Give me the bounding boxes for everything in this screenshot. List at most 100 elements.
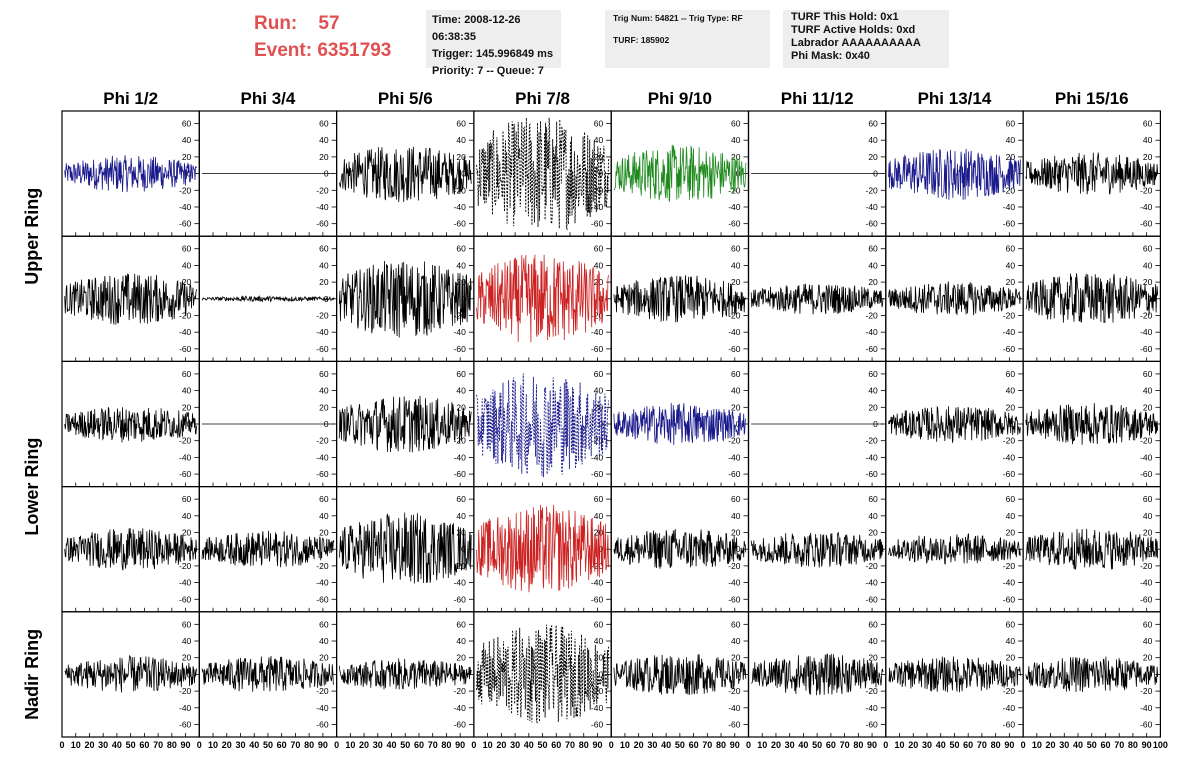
x-tick-label: 0 — [609, 740, 614, 750]
waveform-trace — [1025, 403, 1159, 445]
y-tick-label: -60 — [316, 344, 329, 354]
x-tick-label: 70 — [702, 740, 712, 750]
y-tick-label: -20 — [866, 436, 879, 446]
y-tick-label: -20 — [1140, 436, 1153, 446]
y-tick-label: 60 — [456, 494, 466, 504]
x-tick-label: 40 — [661, 740, 671, 750]
x-tick-label: 50 — [812, 740, 822, 750]
y-tick-label: -40 — [179, 202, 192, 212]
y-tick-label: 20 — [1143, 653, 1153, 663]
y-tick-label: -60 — [1140, 469, 1153, 479]
y-tick-label: -40 — [591, 327, 604, 337]
y-tick-label: 0 — [1010, 419, 1015, 429]
y-tick-label: 60 — [594, 119, 604, 129]
waveform-trace — [750, 283, 884, 315]
x-tick-label: 20 — [908, 740, 918, 750]
waveform-trace — [1025, 273, 1159, 324]
y-tick-label: -20 — [1003, 310, 1016, 320]
waveform-trace — [750, 531, 884, 568]
y-tick-label: -20 — [728, 436, 741, 446]
y-tick-label: -60 — [454, 469, 467, 479]
y-tick-label: 40 — [731, 260, 741, 270]
x-tick-label: 10 — [757, 740, 767, 750]
y-tick-label: -40 — [1140, 452, 1153, 462]
y-tick-label: 60 — [319, 119, 329, 129]
panel-frame — [61, 486, 200, 613]
labrador-line: Labrador AAAAAAAAAA — [791, 37, 921, 49]
y-tick-label: 20 — [456, 152, 466, 162]
y-tick-label: 40 — [1143, 135, 1153, 145]
trigger-line: Trigger: 145.996849 ms — [432, 48, 554, 60]
column-header: Phi 3/4 — [241, 89, 296, 108]
run-row: Run: 57 — [254, 10, 391, 37]
x-tick-label: 10 — [345, 740, 355, 750]
y-tick-label: -20 — [179, 686, 192, 696]
y-tick-label: 40 — [182, 386, 192, 396]
time-info-box: Time: 2008-12-26 06:38:35 Trigger: 145.9… — [426, 10, 561, 77]
y-tick-label: -60 — [179, 469, 192, 479]
y-tick-label: -60 — [591, 469, 604, 479]
x-tick-label: 0 — [471, 740, 476, 750]
x-tick-label: 20 — [1046, 740, 1056, 750]
x-tick-label: 30 — [98, 740, 108, 750]
y-tick-label: -40 — [179, 327, 192, 337]
y-tick-label: 60 — [868, 494, 878, 504]
y-tick-label: 40 — [868, 135, 878, 145]
y-tick-label: -60 — [591, 594, 604, 604]
y-tick-label: 40 — [1143, 260, 1153, 270]
x-tick-label: 0 — [883, 740, 888, 750]
y-tick-label: 40 — [594, 260, 604, 270]
y-tick-label: -60 — [1003, 344, 1016, 354]
y-tick-label: -40 — [454, 202, 467, 212]
y-tick-label: -20 — [1140, 686, 1153, 696]
y-tick-label: 20 — [1143, 277, 1153, 287]
y-tick-label: 0 — [598, 419, 603, 429]
x-tick-label: 80 — [441, 740, 451, 750]
waveform-trace — [888, 656, 1021, 693]
y-tick-label: 60 — [868, 369, 878, 379]
y-tick-label: 40 — [1143, 636, 1153, 646]
x-tick-label: 80 — [853, 740, 863, 750]
y-tick-label: 20 — [456, 528, 466, 538]
y-tick-label: 20 — [868, 528, 878, 538]
y-tick-label: -40 — [1140, 703, 1153, 713]
x-tick-label: 40 — [936, 740, 946, 750]
y-tick-label: -60 — [866, 594, 879, 604]
y-tick-label: -40 — [454, 703, 467, 713]
y-tick-label: -40 — [179, 452, 192, 462]
x-tick-label: 70 — [840, 740, 850, 750]
y-tick-label: 40 — [868, 511, 878, 521]
x-tick-label: 50 — [1087, 740, 1097, 750]
y-tick-label: -60 — [728, 219, 741, 229]
y-tick-label: 20 — [731, 277, 741, 287]
y-tick-label: 40 — [319, 511, 329, 521]
y-tick-label: -60 — [179, 344, 192, 354]
y-tick-label: 20 — [319, 528, 329, 538]
y-tick-label: 40 — [1143, 511, 1153, 521]
column-header: Phi 11/12 — [781, 89, 854, 108]
y-tick-label: -60 — [1003, 469, 1016, 479]
y-tick-label: -60 — [591, 344, 604, 354]
y-tick-label: 60 — [456, 244, 466, 254]
y-tick-label: 40 — [182, 511, 192, 521]
y-tick-label: 40 — [1006, 386, 1016, 396]
waveform-trace — [201, 295, 335, 303]
x-tick-label: 10 — [71, 740, 81, 750]
phi-mask-line: Phi Mask: 0x40 — [791, 50, 870, 62]
column-header: Phi 13/14 — [918, 89, 992, 108]
waveform-trace — [888, 281, 1021, 316]
y-tick-label: -40 — [316, 703, 329, 713]
y-tick-label: -20 — [179, 561, 192, 571]
y-tick-label: -40 — [591, 202, 604, 212]
y-tick-label: -20 — [591, 310, 604, 320]
y-tick-label: 60 — [868, 119, 878, 129]
ring-label: Upper Ring — [22, 188, 42, 285]
x-tick-label: 50 — [400, 740, 410, 750]
y-tick-label: 20 — [731, 402, 741, 412]
x-tick-label: 0 — [59, 740, 64, 750]
y-tick-label: -40 — [728, 327, 741, 337]
y-tick-label: 20 — [319, 152, 329, 162]
x-tick-label: 20 — [496, 740, 506, 750]
y-tick-label: 20 — [182, 152, 192, 162]
y-tick-label: -40 — [1140, 202, 1153, 212]
